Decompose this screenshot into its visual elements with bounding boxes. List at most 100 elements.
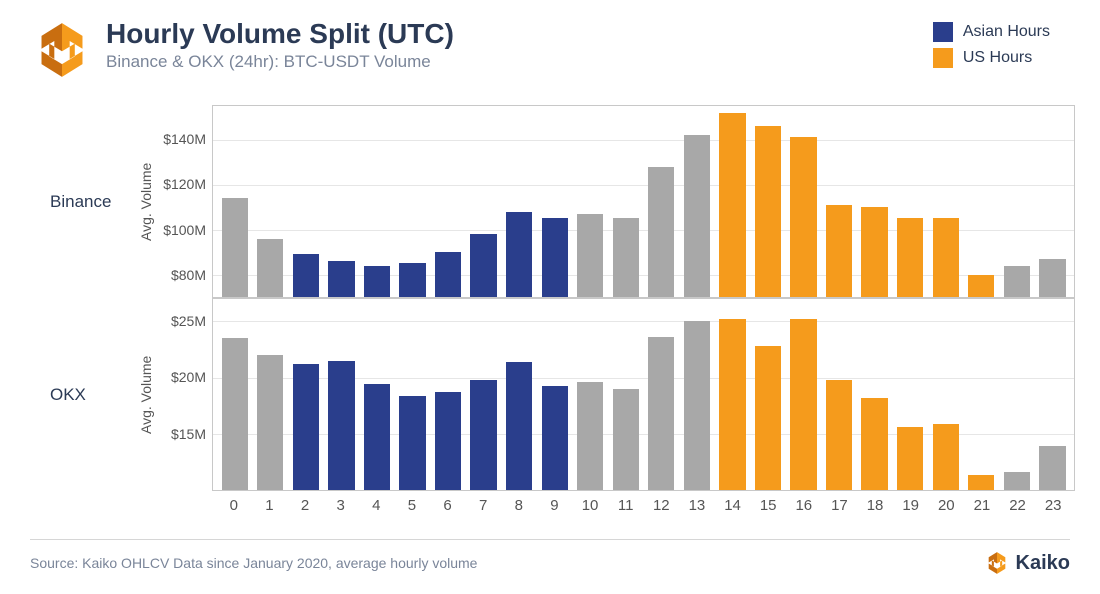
bar <box>648 167 674 297</box>
bar-slot <box>857 106 893 297</box>
xtick: 18 <box>857 497 893 514</box>
bar-slot <box>786 106 822 297</box>
bar-slot <box>572 106 608 297</box>
xtick: 21 <box>964 497 1000 514</box>
bar-slot <box>324 106 360 297</box>
bar <box>826 205 852 297</box>
bar <box>506 212 532 297</box>
xtick: 23 <box>1035 497 1071 514</box>
bar-slot <box>928 106 964 297</box>
bar-slot <box>253 299 289 490</box>
brand-logo-icon <box>30 18 94 82</box>
legend-label: US Hours <box>963 49 1032 67</box>
bar <box>470 380 496 490</box>
xtick: 15 <box>750 497 786 514</box>
yaxis-binance: $80M$100M$120M$140M <box>157 105 212 298</box>
bar <box>1004 266 1030 297</box>
charts-area: Binance Avg. Volume $80M$100M$120M$140M … <box>50 105 1075 514</box>
bar <box>861 207 887 297</box>
plot-binance <box>212 105 1075 298</box>
footer-brand: Kaiko <box>984 550 1070 576</box>
bar <box>293 364 319 490</box>
bar <box>826 380 852 490</box>
bar-slot <box>715 106 751 297</box>
bar <box>542 218 568 297</box>
bar <box>328 261 354 297</box>
xtick: 20 <box>929 497 965 514</box>
bar <box>222 198 248 297</box>
plot-okx <box>212 298 1075 491</box>
bar <box>222 338 248 490</box>
bar <box>257 239 283 297</box>
bar-slot <box>572 299 608 490</box>
ytick: $140M <box>163 131 206 147</box>
bar-slot <box>217 106 253 297</box>
bar <box>684 321 710 490</box>
bar-slot <box>786 299 822 490</box>
xtick: 22 <box>1000 497 1036 514</box>
xtick: 17 <box>822 497 858 514</box>
bar-slot <box>430 299 466 490</box>
xaxis: 01234567891011121314151617181920212223 <box>212 491 1075 514</box>
bar-slot <box>679 299 715 490</box>
bar <box>719 319 745 490</box>
bar-slot <box>466 299 502 490</box>
bar-slot <box>253 106 289 297</box>
ytick: $20M <box>171 369 206 385</box>
source-text: Source: Kaiko OHLCV Data since January 2… <box>30 555 477 571</box>
bar <box>897 427 923 490</box>
bar-slot <box>537 106 573 297</box>
xtick: 19 <box>893 497 929 514</box>
xtick: 5 <box>394 497 430 514</box>
bar-slot <box>359 106 395 297</box>
bar-slot <box>288 106 324 297</box>
xtick: 0 <box>216 497 252 514</box>
ylabel-okx: Avg. Volume <box>135 298 157 491</box>
panel-label-binance: Binance <box>50 105 135 298</box>
bar <box>293 254 319 297</box>
legend-swatch-us <box>933 48 953 68</box>
bar-slot <box>928 299 964 490</box>
bar-slot <box>324 299 360 490</box>
bar-slot <box>644 299 680 490</box>
xtick: 11 <box>608 497 644 514</box>
bar-slot <box>857 299 893 490</box>
header: Hourly Volume Split (UTC) Binance & OKX … <box>0 0 1100 82</box>
bar <box>399 396 425 490</box>
legend-label: Asian Hours <box>963 23 1050 41</box>
bar-slot <box>1035 299 1071 490</box>
ytick: $100M <box>163 222 206 238</box>
bar <box>968 275 994 297</box>
xtick: 13 <box>679 497 715 514</box>
panel-binance: Binance Avg. Volume $80M$100M$120M$140M <box>50 105 1075 298</box>
ylabel-binance: Avg. Volume <box>135 105 157 298</box>
xtick: 3 <box>323 497 359 514</box>
bar-slot <box>679 106 715 297</box>
bar <box>684 135 710 297</box>
legend-item-asian: Asian Hours <box>933 22 1050 42</box>
bar <box>577 382 603 490</box>
bar <box>968 475 994 490</box>
bar <box>933 218 959 297</box>
bar-slot <box>608 299 644 490</box>
bar-slot <box>999 299 1035 490</box>
bar-slot <box>217 299 253 490</box>
bar-slot <box>466 106 502 297</box>
bar-slot <box>1035 106 1071 297</box>
bar-slot <box>501 106 537 297</box>
bar <box>364 384 390 490</box>
bar <box>1004 472 1030 490</box>
bar-slot <box>359 299 395 490</box>
bar <box>1039 446 1065 490</box>
bar-slot <box>892 299 928 490</box>
bar-slot <box>430 106 466 297</box>
bar-slot <box>821 299 857 490</box>
bar <box>257 355 283 490</box>
bar <box>933 424 959 490</box>
bar <box>897 218 923 297</box>
xtick: 2 <box>287 497 323 514</box>
bar <box>719 113 745 297</box>
bar <box>542 386 568 490</box>
ytick: $15M <box>171 426 206 442</box>
bar <box>435 252 461 297</box>
